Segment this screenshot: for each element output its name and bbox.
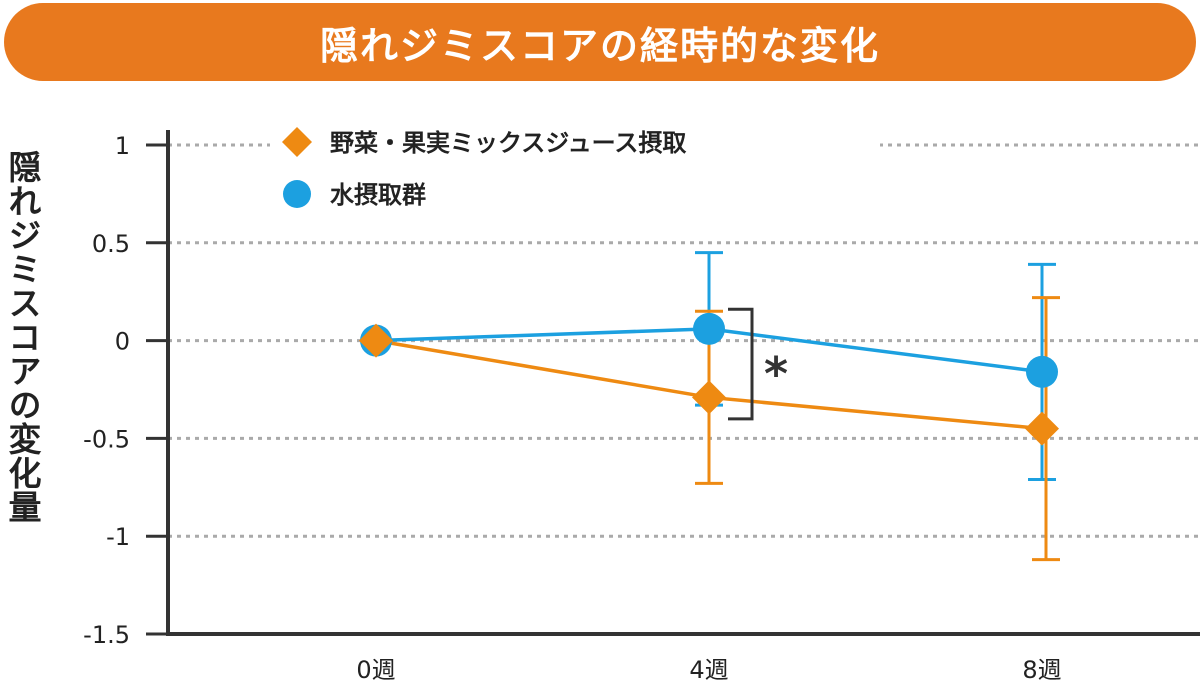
data-point xyxy=(693,312,725,345)
x-tick-label: 8週 xyxy=(1022,656,1061,684)
legend-label: 水摂取群 xyxy=(330,181,426,209)
x-tick-label: 0週 xyxy=(356,656,395,684)
y-tick-label: -1 xyxy=(106,523,130,551)
legend-marker-diamond xyxy=(282,127,312,157)
y-axis-label: 隠れジミスコアの変化量 xyxy=(3,150,42,524)
y-tick-label: -1.5 xyxy=(83,621,130,649)
chart-title: 隠れジミスコアの経時的な変化 xyxy=(4,3,1196,81)
x-tick-label: 4週 xyxy=(689,656,728,684)
y-tick-label: -0.5 xyxy=(83,425,130,453)
data-point xyxy=(1026,355,1058,388)
y-tick-label: 0 xyxy=(115,328,130,356)
significance-marker: * xyxy=(764,347,788,401)
y-tick-label: 1 xyxy=(115,132,130,160)
legend-background xyxy=(270,118,880,218)
significance-bracket xyxy=(728,307,754,421)
data-point xyxy=(692,380,726,415)
legend-label: 野菜・果実ミックスジュース摂取 xyxy=(330,129,686,157)
y-tick-label: 0.5 xyxy=(92,230,130,258)
data-point xyxy=(359,323,393,358)
data-point xyxy=(1025,411,1059,446)
legend-marker-circle xyxy=(283,180,311,208)
